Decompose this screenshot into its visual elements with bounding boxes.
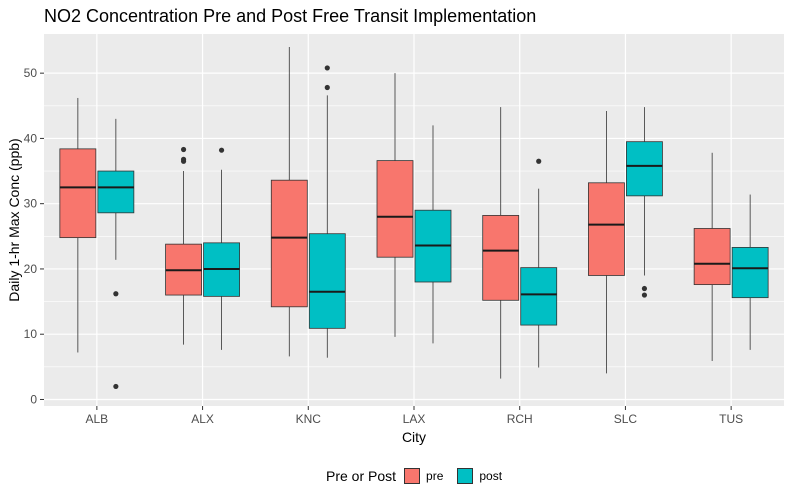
axis-layer: 0 10 20 30 40 50 ALB ALX KNC LAX RCH SLC TUS — [24, 66, 744, 426]
x-tick-label-tus: TUS — [719, 412, 743, 426]
box-body — [97, 170, 135, 214]
y-tick-label: 10 — [24, 327, 38, 341]
grid-lines — [44, 34, 784, 406]
outlier-point — [324, 84, 330, 91]
outlier-point — [113, 383, 119, 390]
outlier-point — [113, 291, 119, 297]
box-pre-tus — [693, 152, 731, 361]
legend-key-post — [457, 468, 474, 484]
box-body — [270, 179, 308, 308]
box-post-slc — [626, 107, 663, 298]
x-tick-label-slc: SLC — [614, 412, 638, 426]
chart-title: NO2 Concentration Pre and Post Free Tran… — [44, 6, 537, 26]
box-post-tus — [731, 194, 769, 350]
box-body — [626, 141, 663, 197]
box-post-knc — [308, 65, 346, 358]
outlier-point — [641, 292, 648, 298]
legend-item-post: post — [457, 468, 502, 484]
box-body — [693, 228, 731, 286]
outlier-point — [180, 146, 187, 153]
y-tick-label: 20 — [24, 262, 38, 276]
outlier-point — [218, 147, 225, 153]
box-pre-alb — [59, 97, 97, 353]
box-pre-alx — [165, 146, 202, 345]
box-body — [308, 233, 346, 329]
legend-label-post: post — [479, 469, 503, 483]
x-tick-label-rch: RCH — [507, 412, 533, 426]
box-body — [376, 160, 414, 258]
box-body — [59, 148, 97, 239]
x-axis-title: City — [402, 429, 426, 445]
box-post-rch — [520, 158, 558, 368]
y-tick-label: 40 — [24, 131, 38, 145]
y-tick-label: 0 — [30, 392, 37, 406]
x-tick-label-knc: KNC — [296, 412, 322, 426]
outlier-point — [536, 158, 542, 164]
box-pre-slc — [588, 111, 625, 374]
box-pre-lax — [376, 73, 414, 337]
x-tick-label-lax: LAX — [403, 412, 426, 426]
box-pre-knc — [270, 47, 308, 357]
y-tick-label: 30 — [24, 197, 38, 211]
outlier-point — [180, 156, 187, 162]
x-tick-label-alx: ALX — [191, 412, 214, 426]
legend: Pre or Post pre post — [326, 466, 516, 486]
legend-key-pre — [404, 468, 421, 484]
box-post-alx — [203, 147, 240, 350]
box-post-alb — [97, 118, 135, 390]
outlier-point — [324, 65, 330, 71]
box-post-lax — [414, 125, 452, 344]
box-pre-rch — [482, 107, 520, 379]
legend-item-pre: pre — [404, 468, 443, 484]
box-body — [520, 267, 558, 326]
y-tick-label: 50 — [24, 66, 38, 80]
legend-title: Pre or Post — [326, 468, 397, 484]
y-axis-title: Daily 1-hr Max Conc (ppb) — [6, 138, 22, 301]
legend-label-pre: pre — [426, 469, 444, 483]
outlier-point — [641, 285, 648, 292]
box-body — [482, 215, 520, 301]
x-tick-label-alb: ALB — [86, 412, 109, 426]
box-body — [731, 247, 769, 299]
box-layer — [59, 47, 769, 390]
box-body — [588, 182, 625, 276]
